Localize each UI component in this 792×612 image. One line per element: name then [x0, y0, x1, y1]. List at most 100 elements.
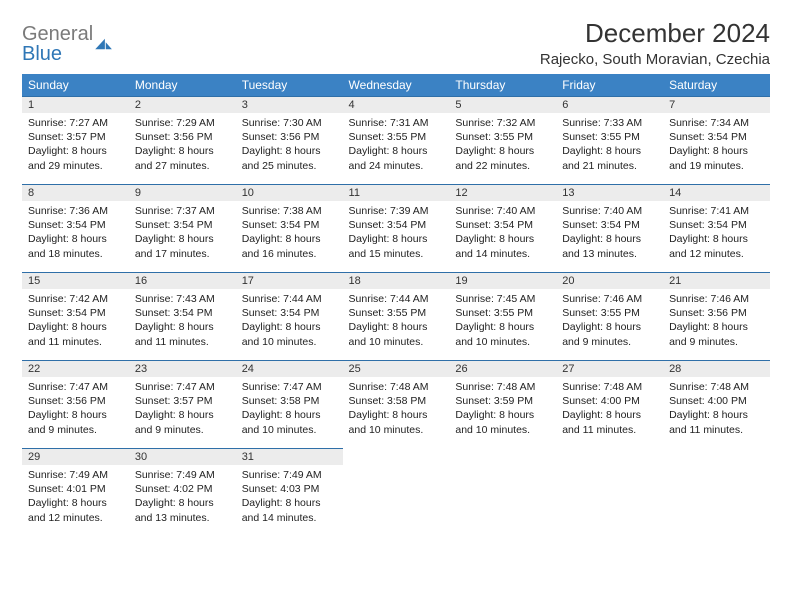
day-number: 6: [556, 96, 663, 113]
logo-text: General Blue: [22, 24, 93, 64]
day-content: Sunrise: 7:30 AMSunset: 3:56 PMDaylight:…: [236, 113, 343, 179]
logo-text-2: Blue: [22, 43, 62, 65]
day-number: 1: [22, 96, 129, 113]
sunrise-line: Sunrise: 7:37 AM: [135, 204, 230, 218]
day-number: 22: [22, 360, 129, 377]
sunrise-line: Sunrise: 7:29 AM: [135, 116, 230, 130]
calendar-cell: 18Sunrise: 7:44 AMSunset: 3:55 PMDayligh…: [343, 272, 450, 360]
daylight-line: Daylight: 8 hours and 29 minutes.: [28, 144, 123, 172]
day-number: 17: [236, 272, 343, 289]
calendar-cell: 29Sunrise: 7:49 AMSunset: 4:01 PMDayligh…: [22, 448, 129, 536]
day-number: 18: [343, 272, 450, 289]
sunset-line: Sunset: 3:54 PM: [562, 218, 657, 232]
calendar-cell: 1Sunrise: 7:27 AMSunset: 3:57 PMDaylight…: [22, 96, 129, 184]
calendar-page: General Blue December 2024 Rajecko, Sout…: [0, 0, 792, 554]
calendar-cell: 31Sunrise: 7:49 AMSunset: 4:03 PMDayligh…: [236, 448, 343, 536]
calendar-cell: [556, 448, 663, 536]
daylight-line: Daylight: 8 hours and 22 minutes.: [455, 144, 550, 172]
day-content: Sunrise: 7:48 AMSunset: 3:58 PMDaylight:…: [343, 377, 450, 443]
daylight-line: Daylight: 8 hours and 12 minutes.: [28, 496, 123, 524]
sunrise-line: Sunrise: 7:47 AM: [28, 380, 123, 394]
sunrise-line: Sunrise: 7:33 AM: [562, 116, 657, 130]
daylight-line: Daylight: 8 hours and 15 minutes.: [349, 232, 444, 260]
sunset-line: Sunset: 3:56 PM: [669, 306, 764, 320]
calendar-cell: [663, 448, 770, 536]
day-number: 23: [129, 360, 236, 377]
calendar-cell: 8Sunrise: 7:36 AMSunset: 3:54 PMDaylight…: [22, 184, 129, 272]
calendar-week-row: 8Sunrise: 7:36 AMSunset: 3:54 PMDaylight…: [22, 184, 770, 272]
sunset-line: Sunset: 3:54 PM: [135, 218, 230, 232]
sunset-line: Sunset: 4:03 PM: [242, 482, 337, 496]
calendar-cell: 12Sunrise: 7:40 AMSunset: 3:54 PMDayligh…: [449, 184, 556, 272]
header: General Blue December 2024 Rajecko, Sout…: [22, 18, 770, 68]
day-number: 3: [236, 96, 343, 113]
daylight-line: Daylight: 8 hours and 10 minutes.: [242, 408, 337, 436]
day-content: Sunrise: 7:46 AMSunset: 3:55 PMDaylight:…: [556, 289, 663, 355]
day-content: Sunrise: 7:32 AMSunset: 3:55 PMDaylight:…: [449, 113, 556, 179]
sunrise-line: Sunrise: 7:27 AM: [28, 116, 123, 130]
day-content: Sunrise: 7:36 AMSunset: 3:54 PMDaylight:…: [22, 201, 129, 267]
day-number: 29: [22, 448, 129, 465]
daylight-line: Daylight: 8 hours and 10 minutes.: [349, 408, 444, 436]
daylight-line: Daylight: 8 hours and 11 minutes.: [28, 320, 123, 348]
sunrise-line: Sunrise: 7:48 AM: [455, 380, 550, 394]
sunrise-line: Sunrise: 7:44 AM: [242, 292, 337, 306]
weekday-header: Tuesday: [236, 74, 343, 96]
day-number: 13: [556, 184, 663, 201]
day-content: Sunrise: 7:46 AMSunset: 3:56 PMDaylight:…: [663, 289, 770, 355]
sunset-line: Sunset: 3:56 PM: [242, 130, 337, 144]
day-content: Sunrise: 7:47 AMSunset: 3:56 PMDaylight:…: [22, 377, 129, 443]
day-content: Sunrise: 7:47 AMSunset: 3:58 PMDaylight:…: [236, 377, 343, 443]
day-content: Sunrise: 7:33 AMSunset: 3:55 PMDaylight:…: [556, 113, 663, 179]
sunrise-line: Sunrise: 7:31 AM: [349, 116, 444, 130]
calendar-cell: 6Sunrise: 7:33 AMSunset: 3:55 PMDaylight…: [556, 96, 663, 184]
day-number: 31: [236, 448, 343, 465]
calendar-week-row: 29Sunrise: 7:49 AMSunset: 4:01 PMDayligh…: [22, 448, 770, 536]
day-content: Sunrise: 7:27 AMSunset: 3:57 PMDaylight:…: [22, 113, 129, 179]
sunrise-line: Sunrise: 7:32 AM: [455, 116, 550, 130]
daylight-line: Daylight: 8 hours and 21 minutes.: [562, 144, 657, 172]
calendar-cell: 20Sunrise: 7:46 AMSunset: 3:55 PMDayligh…: [556, 272, 663, 360]
day-content: Sunrise: 7:44 AMSunset: 3:55 PMDaylight:…: [343, 289, 450, 355]
day-number: 11: [343, 184, 450, 201]
sunset-line: Sunset: 3:57 PM: [135, 394, 230, 408]
logo-text-1: General: [22, 23, 93, 45]
sunrise-line: Sunrise: 7:41 AM: [669, 204, 764, 218]
daylight-line: Daylight: 8 hours and 9 minutes.: [669, 320, 764, 348]
sunset-line: Sunset: 3:54 PM: [28, 218, 123, 232]
daylight-line: Daylight: 8 hours and 9 minutes.: [28, 408, 123, 436]
day-number: 28: [663, 360, 770, 377]
day-content: Sunrise: 7:47 AMSunset: 3:57 PMDaylight:…: [129, 377, 236, 443]
calendar-cell: 13Sunrise: 7:40 AMSunset: 3:54 PMDayligh…: [556, 184, 663, 272]
sunset-line: Sunset: 3:55 PM: [455, 130, 550, 144]
daylight-line: Daylight: 8 hours and 25 minutes.: [242, 144, 337, 172]
day-number: 7: [663, 96, 770, 113]
sunset-line: Sunset: 3:57 PM: [28, 130, 123, 144]
daylight-line: Daylight: 8 hours and 19 minutes.: [669, 144, 764, 172]
day-number: 24: [236, 360, 343, 377]
sunrise-line: Sunrise: 7:49 AM: [135, 468, 230, 482]
day-content: Sunrise: 7:48 AMSunset: 3:59 PMDaylight:…: [449, 377, 556, 443]
daylight-line: Daylight: 8 hours and 14 minutes.: [455, 232, 550, 260]
sunrise-line: Sunrise: 7:47 AM: [242, 380, 337, 394]
calendar-cell: 28Sunrise: 7:48 AMSunset: 4:00 PMDayligh…: [663, 360, 770, 448]
day-content: Sunrise: 7:49 AMSunset: 4:02 PMDaylight:…: [129, 465, 236, 531]
calendar-cell: 4Sunrise: 7:31 AMSunset: 3:55 PMDaylight…: [343, 96, 450, 184]
logo-sail-icon: [95, 37, 113, 51]
calendar-cell: 9Sunrise: 7:37 AMSunset: 3:54 PMDaylight…: [129, 184, 236, 272]
daylight-line: Daylight: 8 hours and 11 minutes.: [562, 408, 657, 436]
title-block: December 2024 Rajecko, South Moravian, C…: [540, 18, 770, 68]
daylight-line: Daylight: 8 hours and 18 minutes.: [28, 232, 123, 260]
day-number: 20: [556, 272, 663, 289]
calendar-table: SundayMondayTuesdayWednesdayThursdayFrid…: [22, 74, 770, 536]
sunrise-line: Sunrise: 7:38 AM: [242, 204, 337, 218]
day-content: Sunrise: 7:42 AMSunset: 3:54 PMDaylight:…: [22, 289, 129, 355]
calendar-cell: 27Sunrise: 7:48 AMSunset: 4:00 PMDayligh…: [556, 360, 663, 448]
day-content: Sunrise: 7:29 AMSunset: 3:56 PMDaylight:…: [129, 113, 236, 179]
calendar-cell: 2Sunrise: 7:29 AMSunset: 3:56 PMDaylight…: [129, 96, 236, 184]
sunrise-line: Sunrise: 7:49 AM: [28, 468, 123, 482]
calendar-cell: 15Sunrise: 7:42 AMSunset: 3:54 PMDayligh…: [22, 272, 129, 360]
calendar-week-row: 15Sunrise: 7:42 AMSunset: 3:54 PMDayligh…: [22, 272, 770, 360]
daylight-line: Daylight: 8 hours and 10 minutes.: [455, 408, 550, 436]
day-number: 2: [129, 96, 236, 113]
